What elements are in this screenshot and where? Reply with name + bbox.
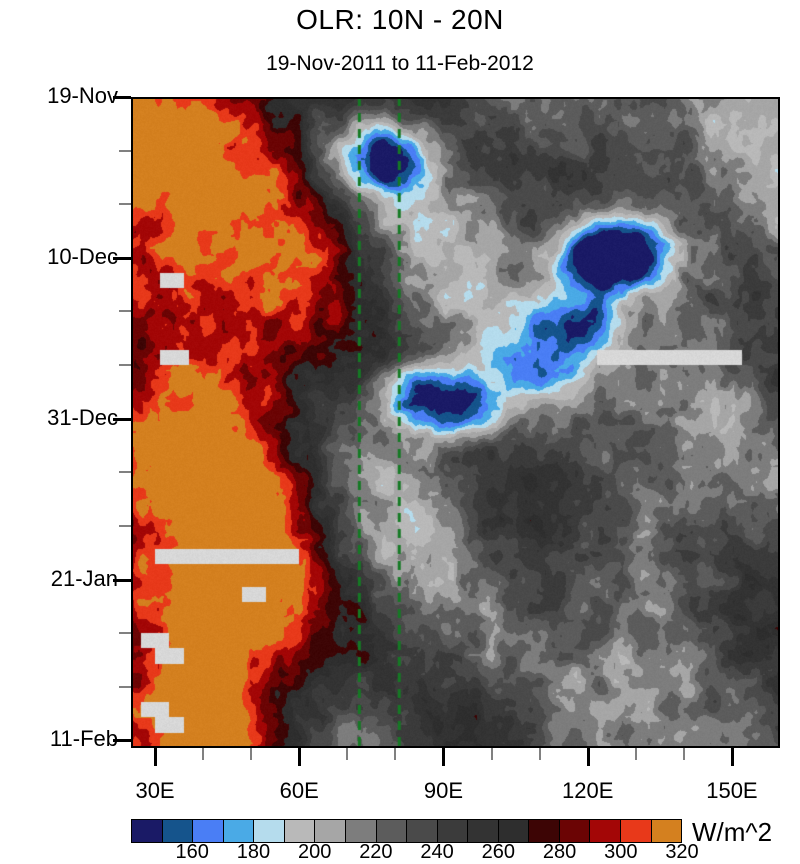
olr-hovmoller-field — [131, 97, 780, 748]
colorbar-swatch — [407, 820, 438, 842]
y-axis-minor-tick — [119, 632, 131, 635]
y-axis-tick-label: 10-Dec — [47, 243, 118, 269]
y-axis-tick-label: 21-Jan — [50, 565, 118, 591]
colorbar-swatch — [498, 820, 530, 842]
y-axis-minor-tick — [119, 203, 131, 206]
colorbar-swatch — [376, 820, 408, 842]
y-axis-minor-tick — [119, 364, 131, 367]
colorbar-swatch — [193, 820, 224, 842]
x-axis-tick-label: 30E — [135, 778, 175, 803]
y-axis-labels: 19-Nov 10-Dec 31-Dec 21-Jan 11-Feb — [0, 0, 118, 863]
colorbar-tick-label: 240 — [420, 841, 454, 863]
y-axis-tick-label: 11-Feb — [49, 726, 118, 752]
y-axis-minor-tick — [119, 310, 131, 313]
colorbar-tick-label: 180 — [236, 841, 271, 863]
x-axis-minor-tick — [634, 748, 637, 760]
colorbar — [131, 819, 682, 843]
colorbar-swatch — [315, 820, 346, 842]
y-axis-major-tick — [113, 578, 131, 582]
y-axis-tick-label: 31-Dec — [47, 404, 118, 430]
colorbar-tick-label: 300 — [604, 841, 638, 863]
page-title: OLR: 10N - 20N — [296, 4, 504, 35]
colorbar-swatch — [162, 820, 194, 842]
y-axis-minor-tick — [119, 685, 131, 688]
colorbar-swatch — [437, 820, 469, 842]
colorbar-swatch — [284, 820, 316, 842]
x-axis-minor-tick — [346, 748, 349, 760]
x-axis-tick-label: 120E — [562, 778, 614, 803]
y-axis-tick-label: 19-Nov — [47, 83, 118, 108]
colorbar-swatch — [254, 820, 285, 842]
y-axis-minor-tick — [119, 524, 131, 527]
x-axis-tick-label: 150E — [706, 778, 758, 803]
y-axis-major-tick — [113, 96, 131, 99]
x-axis-major-tick — [154, 748, 158, 766]
colorbar-swatch — [559, 820, 591, 842]
y-axis-major-tick — [113, 739, 131, 743]
x-axis-minor-tick — [202, 748, 205, 760]
colorbar-swatch — [345, 820, 377, 842]
x-axis-major-tick — [730, 748, 734, 766]
colorbar-tick-label: 220 — [359, 841, 393, 863]
y-axis-major-tick — [113, 256, 131, 260]
x-axis-major-tick — [586, 748, 590, 766]
colorbar-tick-label: 280 — [542, 841, 577, 863]
x-axis-minor-tick — [538, 748, 541, 760]
colorbar-swatch — [651, 820, 682, 842]
x-axis-minor-tick — [682, 748, 685, 760]
y-axis-major-tick — [113, 417, 131, 421]
colorbar-tick-label: 260 — [481, 841, 516, 863]
colorbar-swatch — [132, 820, 163, 842]
colorbar-swatch — [223, 820, 255, 842]
x-axis-tick-label: 60E — [279, 778, 319, 803]
colorbar-tick-label: 320 — [665, 841, 699, 863]
plot-area — [131, 97, 780, 748]
colorbar-swatch — [590, 820, 621, 842]
colorbar-tick-label: 160 — [175, 841, 209, 863]
y-axis-minor-tick — [119, 149, 131, 152]
page-subtitle: 19-Nov-2011 to 11-Feb-2012 — [266, 52, 534, 75]
colorbar-swatch — [468, 820, 499, 842]
x-axis-major-tick — [442, 748, 446, 766]
x-axis-tick-label: 90E — [423, 778, 464, 803]
x-axis-minor-tick — [490, 748, 493, 760]
colorbar-units-label: W/m^2 — [692, 817, 773, 847]
y-axis-minor-tick — [119, 471, 131, 474]
x-axis-minor-tick — [394, 748, 397, 760]
colorbar-tick-label: 200 — [297, 841, 332, 863]
colorbar-swatch — [621, 820, 652, 842]
colorbar-swatch — [529, 820, 560, 842]
x-axis-minor-tick — [250, 748, 253, 760]
x-axis-major-tick — [298, 748, 302, 766]
